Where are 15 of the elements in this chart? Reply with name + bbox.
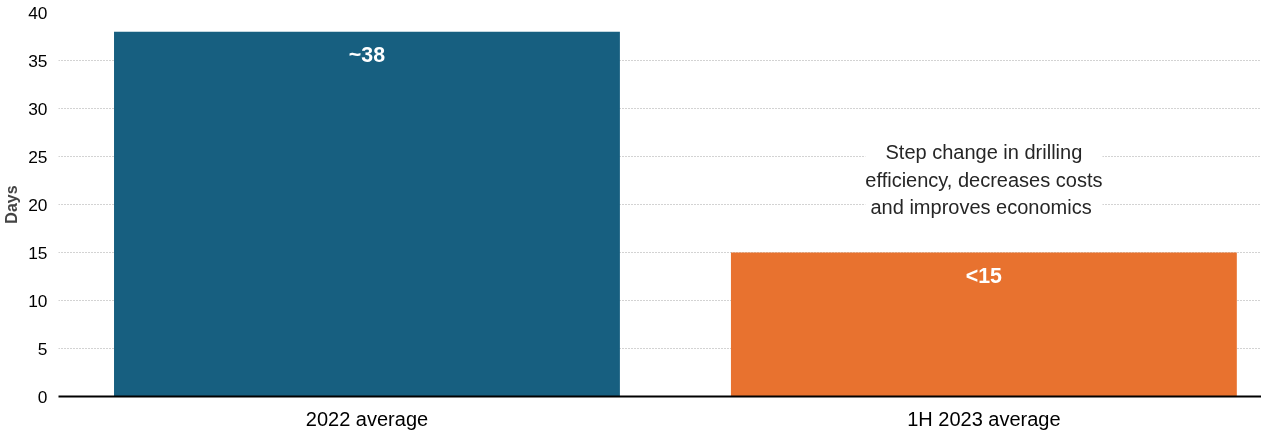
y-tick-label: 35 (28, 50, 48, 71)
y-tick-label: 5 (37, 338, 48, 359)
y-axis-title: Days (3, 185, 21, 224)
data-label: <15 (965, 264, 1003, 289)
x-tick-label: 2022 average (305, 407, 429, 430)
y-tick-label: 30 (28, 98, 48, 119)
y-tick-label: 20 (28, 194, 48, 215)
y-tick-label: 0 (37, 386, 48, 407)
y-tick-label: 25 (28, 146, 48, 167)
y-tick-label: 10 (28, 290, 48, 311)
y-tick-label: 15 (28, 242, 48, 263)
y-tick-label: 40 (28, 2, 48, 23)
annotation: Step change in drilling efficiency, decreases costs and improves economics (865, 141, 1103, 219)
data-label: ~38 (348, 43, 386, 68)
x-tick-label: 1H 2023 average (907, 407, 1061, 430)
